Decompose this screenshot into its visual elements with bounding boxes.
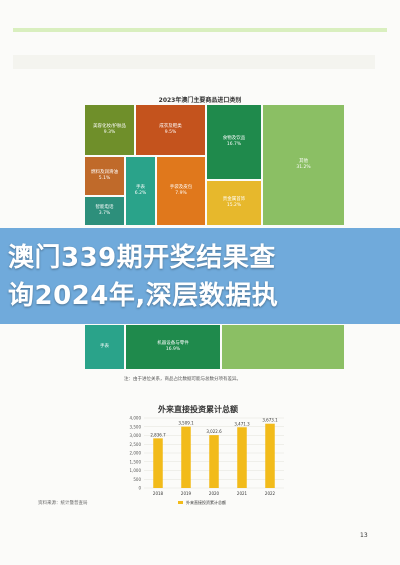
- x-tick-label: 2019: [181, 491, 192, 496]
- treemap2-tile-machinery: 机器设备与零件 16.9%: [125, 324, 221, 370]
- top-accent-bar: [13, 28, 387, 32]
- overlay-banner: [0, 228, 400, 324]
- data-label: 3,509.1: [178, 421, 194, 426]
- bar: [209, 435, 219, 488]
- data-label: 2,836.7: [150, 432, 166, 437]
- bar: [153, 438, 163, 488]
- treemap2-tile-other: [221, 324, 345, 370]
- treemap-note: 注：由于进位关系，商品占比数据可能与总数分项有差异。: [124, 377, 241, 382]
- chart-title: 外来直接投资累计总额: [158, 405, 238, 414]
- data-label: 3,022.6: [206, 429, 222, 434]
- source-note: 资料来源：统计暨普查局: [38, 501, 88, 506]
- treemap-tile-watches: 手表 6.2%: [125, 156, 156, 226]
- page-number: 13: [360, 532, 368, 539]
- banner-line-1: 澳门339期开奖结果查: [8, 243, 276, 273]
- y-tick-label: 1,000: [130, 468, 142, 473]
- banner-line-2: 询2024年,深层数据执: [8, 281, 279, 311]
- x-tick-label: 2021: [237, 491, 248, 496]
- treemap-tile-clothing: 成衣及鞋类 9.5%: [135, 104, 206, 156]
- y-tick-label: 2,000: [130, 451, 142, 456]
- import-treemap: 美容化妆/护肤品 9.3% 成衣及鞋类 9.5% 食物及饮品 16.7% 其他 …: [84, 104, 345, 226]
- import-treemap-lower: 手表 机器设备与零件 16.9%: [84, 324, 345, 370]
- treemap-tile-smartphones: 智能电话 3.7%: [84, 196, 125, 226]
- data-label: 3,673.1: [262, 418, 278, 423]
- treemap-title: 2023年澳门主要商品进口类别: [158, 97, 242, 104]
- x-tick-label: 2020: [209, 491, 220, 496]
- y-tick-label: 3,000: [130, 433, 142, 438]
- treemap-tile-handbags: 手袋及皮包 7.9%: [156, 156, 206, 226]
- y-tick-label: 1,500: [130, 459, 142, 464]
- fdi-bar-chart: 4,000 3,500 3,000 2,500 2,000 1,500 1,000 500 0 2…: [130, 416, 284, 505]
- x-tick-label: 2022: [265, 491, 276, 496]
- treemap-tile-cosmetics: 美容化妆/护肤品 9.3%: [84, 104, 135, 156]
- y-tick-label: 500: [133, 477, 141, 482]
- header-strip: [13, 55, 375, 69]
- treemap-tile-food: 食物及饮品 16.7%: [206, 104, 262, 180]
- y-tick-label: 4,000: [130, 416, 142, 421]
- treemap-tile-other: 其他 31.2%: [262, 104, 345, 226]
- legend-swatch: [178, 501, 183, 504]
- bar: [237, 427, 247, 488]
- banner-headline: 澳门339期开奖结果查 询2024年,深层数据执: [8, 239, 398, 315]
- y-tick-label: 2,500: [130, 442, 142, 447]
- legend-label: 外来直接投资累计总额: [186, 499, 226, 505]
- treemap-tile-jewellery: 贵金属首饰 15.2%: [206, 180, 262, 226]
- bar: [181, 426, 191, 488]
- treemap-tile-fuel: 燃料及润滑油 5.1%: [84, 156, 125, 196]
- y-tick-label: 0: [138, 486, 141, 491]
- x-tick-label: 2018: [153, 491, 164, 496]
- data-label: 3,471.3: [234, 421, 250, 426]
- treemap2-tile-watches: 手表: [84, 324, 125, 370]
- y-tick-label: 3,500: [130, 424, 142, 429]
- bar: [265, 423, 275, 488]
